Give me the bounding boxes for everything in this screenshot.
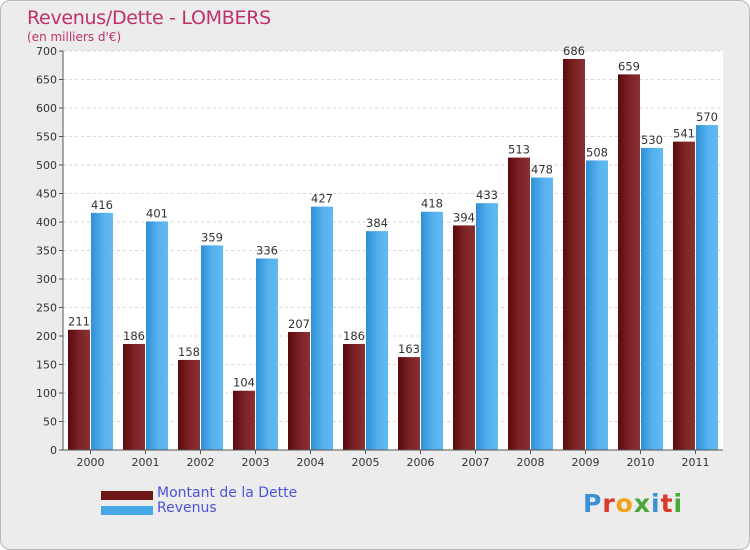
bar-debt (508, 157, 530, 450)
x-tick-label: 2001 (132, 456, 160, 469)
value-label-revenue: 418 (421, 197, 443, 211)
bar-revenue (586, 160, 608, 450)
value-label-revenue: 508 (586, 145, 608, 159)
y-tick-label: 50 (43, 416, 57, 429)
value-label-debt: 186 (343, 329, 365, 343)
x-tick-label: 2002 (187, 456, 215, 469)
logo-letter: o (615, 489, 634, 518)
y-tick-label: 650 (36, 74, 57, 87)
value-label-revenue: 336 (256, 243, 278, 257)
logo-letter: r (602, 489, 616, 518)
x-tick-label: 2007 (462, 456, 490, 469)
value-label-debt: 541 (673, 127, 695, 141)
legend-label-debt: Montant de la Dette (157, 485, 298, 501)
x-tick-label: 2000 (77, 456, 105, 469)
legend-label-revenue: Revenus (157, 500, 217, 516)
y-tick-label: 500 (36, 159, 57, 172)
y-tick-label: 450 (36, 188, 57, 201)
value-label-revenue: 530 (641, 133, 663, 147)
y-tick-label: 0 (50, 444, 57, 457)
y-tick-label: 200 (36, 330, 57, 343)
proxiti-logo: Proxiti (583, 489, 683, 518)
value-label-revenue: 427 (311, 192, 333, 206)
y-tick-label: 300 (36, 273, 57, 286)
bar-revenue (366, 231, 388, 450)
value-label-debt: 186 (123, 329, 145, 343)
value-labels: 211 416 186 401 158 359 104 336 207 427 186 384 163 4… (68, 44, 718, 390)
bar-revenue (256, 258, 278, 450)
y-tick-label: 100 (36, 387, 57, 400)
logo-letter: i (673, 489, 684, 518)
bar-debt (618, 74, 640, 451)
value-label-debt: 211 (68, 315, 90, 329)
value-label-debt: 207 (288, 317, 310, 331)
value-label-debt: 104 (233, 376, 255, 390)
y-tick-label: 250 (36, 302, 57, 315)
bar-revenue (421, 211, 443, 450)
x-tick-label: 2009 (572, 456, 600, 469)
x-tick-label: 2006 (407, 456, 435, 469)
logo-letter: t (660, 489, 674, 518)
bar-revenue (201, 245, 223, 450)
value-label-revenue: 570 (696, 110, 718, 124)
legend-swatch-debt (101, 491, 153, 500)
value-label-debt: 659 (618, 59, 640, 73)
axes: 0 50 100 150 200 250 300 350 400 450 500 550 600 650 7… (36, 45, 723, 469)
bar-revenue (476, 203, 498, 450)
legend-swatch-revenue (101, 506, 153, 515)
bar-debt (233, 390, 255, 450)
x-tick-label: 2010 (627, 456, 655, 469)
bars (68, 58, 718, 451)
logo-letter: x (633, 489, 651, 518)
value-label-debt: 163 (398, 342, 420, 356)
bar-revenue (311, 206, 333, 450)
bar-revenue (641, 147, 663, 450)
bar-debt (178, 359, 200, 450)
logo-letter: P (583, 489, 603, 518)
chart-title: Revenus/Dette - LOMBERS (27, 7, 271, 29)
value-label-revenue: 433 (476, 188, 498, 202)
x-tick-label: 2011 (682, 456, 710, 469)
x-tick-label: 2003 (242, 456, 270, 469)
bar-debt (398, 357, 420, 450)
bar-debt (563, 58, 585, 450)
bar-debt (288, 332, 310, 450)
bar-debt (673, 141, 695, 450)
bar-revenue (696, 125, 718, 450)
bar-debt (68, 329, 90, 450)
chart-subtitle: (en milliers d'€) (27, 30, 122, 44)
value-label-revenue: 401 (146, 206, 168, 220)
bar-debt (453, 225, 475, 450)
bar-debt (343, 343, 365, 450)
grid-lines (63, 50, 723, 451)
value-label-revenue: 416 (91, 198, 113, 212)
value-label-revenue: 384 (366, 216, 388, 230)
bar-debt (123, 343, 145, 450)
bar-revenue (91, 212, 113, 450)
value-label-debt: 394 (453, 210, 475, 224)
bar-revenue (146, 221, 168, 450)
value-label-debt: 513 (508, 143, 530, 157)
y-tick-label: 550 (36, 131, 57, 144)
y-tick-label: 400 (36, 216, 57, 229)
y-tick-label: 150 (36, 359, 57, 372)
logo-letter: i (651, 489, 661, 518)
value-label-revenue: 359 (201, 230, 223, 244)
x-tick-label: 2005 (352, 456, 380, 469)
value-label-debt: 158 (178, 345, 200, 359)
value-label-debt: 686 (563, 44, 585, 58)
y-tick-label: 600 (36, 102, 57, 115)
x-tick-label: 2008 (517, 456, 545, 469)
bar-revenue (531, 177, 553, 451)
x-tick-label: 2004 (297, 456, 325, 469)
value-label-revenue: 478 (531, 163, 553, 177)
y-tick-label: 700 (36, 45, 57, 58)
y-tick-label: 350 (36, 245, 57, 258)
